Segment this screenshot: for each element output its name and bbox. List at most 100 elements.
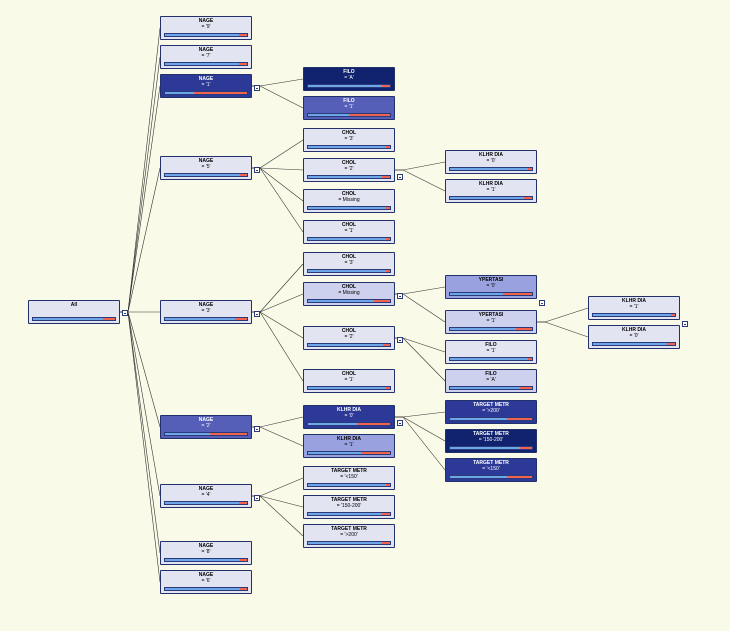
node-value: = '1' xyxy=(487,187,496,193)
tree-node[interactable]: KLHR DIA= '1' xyxy=(588,296,680,320)
tree-node[interactable]: KLHR DIA= '0' xyxy=(588,325,680,349)
tree-node[interactable]: NAGE= '2' xyxy=(160,415,252,439)
tree-node[interactable]: NAGE= '4' xyxy=(160,484,252,508)
node-bar xyxy=(307,422,391,426)
expand-joint-icon[interactable] xyxy=(254,426,260,432)
node-value: = '1' xyxy=(345,228,354,234)
node-value: = Missing xyxy=(338,290,359,296)
tree-node[interactable]: FILO= '1' xyxy=(445,340,537,364)
node-value: = '>200' xyxy=(482,408,499,414)
tree-node[interactable]: TARGET METR= '150-200' xyxy=(303,495,395,519)
node-value: = '3' xyxy=(345,260,354,266)
tree-node[interactable]: NAGE= '6' xyxy=(160,570,252,594)
node-value: = '9' xyxy=(202,24,211,30)
node-value: = '<150' xyxy=(482,466,499,472)
node-bar xyxy=(449,196,533,200)
node-bar xyxy=(307,145,391,149)
tree-node[interactable]: KLHR DIA= '1' xyxy=(445,179,537,203)
node-bar xyxy=(449,357,533,361)
expand-joint-icon[interactable] xyxy=(397,337,403,343)
node-bar xyxy=(307,206,391,210)
tree-node[interactable]: NAGE= '8' xyxy=(160,541,252,565)
node-bar xyxy=(307,299,391,303)
node-value: = '1' xyxy=(202,82,211,88)
tree-node[interactable]: NAGE= '1' xyxy=(160,74,252,98)
node-bar xyxy=(164,317,248,321)
expand-joint-icon[interactable] xyxy=(682,321,688,327)
node-bar xyxy=(164,501,248,505)
tree-node[interactable]: YPERTASI= '0' xyxy=(445,275,537,299)
expand-joint-icon[interactable] xyxy=(122,310,128,316)
tree-node[interactable]: YPERTASI= '1' xyxy=(445,310,537,334)
node-bar xyxy=(164,33,248,37)
tree-node[interactable]: CHOL= Missing xyxy=(303,282,395,306)
node-bar xyxy=(307,451,391,455)
tree-node[interactable]: TARGET METR= '>200' xyxy=(303,524,395,548)
tree-node[interactable]: FILO= '1' xyxy=(303,96,395,120)
expand-joint-icon[interactable] xyxy=(397,293,403,299)
node-value: = '150-200' xyxy=(479,437,504,443)
tree-node[interactable]: TARGET METR= '<150' xyxy=(445,458,537,482)
node-bar xyxy=(307,343,391,347)
expand-joint-icon[interactable] xyxy=(254,85,260,91)
tree-node[interactable]: KLHR DIA= '0' xyxy=(445,150,537,174)
tree-node[interactable]: CHOL= Missing xyxy=(303,189,395,213)
tree-node[interactable]: CHOL= '2' xyxy=(303,326,395,350)
tree-node[interactable]: KLHR DIA= '1' xyxy=(303,434,395,458)
node-value: = '1' xyxy=(345,104,354,110)
expand-joint-icon[interactable] xyxy=(539,300,545,306)
node-value: = '2' xyxy=(345,166,354,172)
tree-node[interactable]: TARGET METR= '<150' xyxy=(303,466,395,490)
node-value: = '4' xyxy=(202,492,211,498)
tree-node[interactable]: CHOL= '3' xyxy=(303,252,395,276)
node-value: = '8' xyxy=(202,549,211,555)
node-bar xyxy=(449,475,533,479)
node-bar xyxy=(307,269,391,273)
node-value: = '0' xyxy=(630,333,639,339)
tree-node[interactable]: TARGET METR= '150-200' xyxy=(445,429,537,453)
node-bar xyxy=(449,167,533,171)
expand-joint-icon[interactable] xyxy=(397,174,403,180)
tree-node[interactable]: CHOL= '1' xyxy=(303,220,395,244)
node-bar xyxy=(164,62,248,66)
tree-node[interactable]: NAGE= '9' xyxy=(160,16,252,40)
node-bar xyxy=(164,587,248,591)
tree-node[interactable]: CHOL= '2' xyxy=(303,158,395,182)
node-value: = Missing xyxy=(338,197,359,203)
node-value: = '0' xyxy=(345,413,354,419)
node-bar xyxy=(164,91,248,95)
node-bar xyxy=(307,113,391,117)
node-bar xyxy=(449,446,533,450)
tree-node[interactable]: CHOL= '3' xyxy=(303,128,395,152)
node-bar xyxy=(449,417,533,421)
expand-joint-icon[interactable] xyxy=(397,420,403,426)
tree-node[interactable]: NAGE= '5' xyxy=(160,156,252,180)
node-value: = '>200' xyxy=(340,532,357,538)
tree-node[interactable]: CHOL= '1' xyxy=(303,369,395,393)
node-value: = '6' xyxy=(202,578,211,584)
node-bar xyxy=(449,386,533,390)
tree-node[interactable]: FILO= 'A' xyxy=(445,369,537,393)
node-bar xyxy=(592,342,676,346)
node-value: = '1' xyxy=(345,377,354,383)
tree-node[interactable]: All xyxy=(28,300,120,324)
node-bar xyxy=(32,317,116,321)
tree-node[interactable]: FILO= 'A' xyxy=(303,67,395,91)
tree-node[interactable]: NAGE= '7' xyxy=(160,45,252,69)
node-value: = '0' xyxy=(487,283,496,289)
node-bar xyxy=(307,386,391,390)
expand-joint-icon[interactable] xyxy=(254,167,260,173)
node-value: = '1' xyxy=(630,304,639,310)
expand-joint-icon[interactable] xyxy=(254,311,260,317)
expand-joint-icon[interactable] xyxy=(254,495,260,501)
node-bar xyxy=(592,313,676,317)
tree-node[interactable]: KLHR DIA= '0' xyxy=(303,405,395,429)
node-bar xyxy=(164,558,248,562)
node-bar xyxy=(307,84,391,88)
tree-node[interactable]: NAGE= '3' xyxy=(160,300,252,324)
node-value: = '1' xyxy=(345,442,354,448)
node-bar xyxy=(164,173,248,177)
node-value: = '5' xyxy=(202,164,211,170)
tree-node[interactable]: TARGET METR= '>200' xyxy=(445,400,537,424)
node-value: = '150-200' xyxy=(337,503,362,509)
